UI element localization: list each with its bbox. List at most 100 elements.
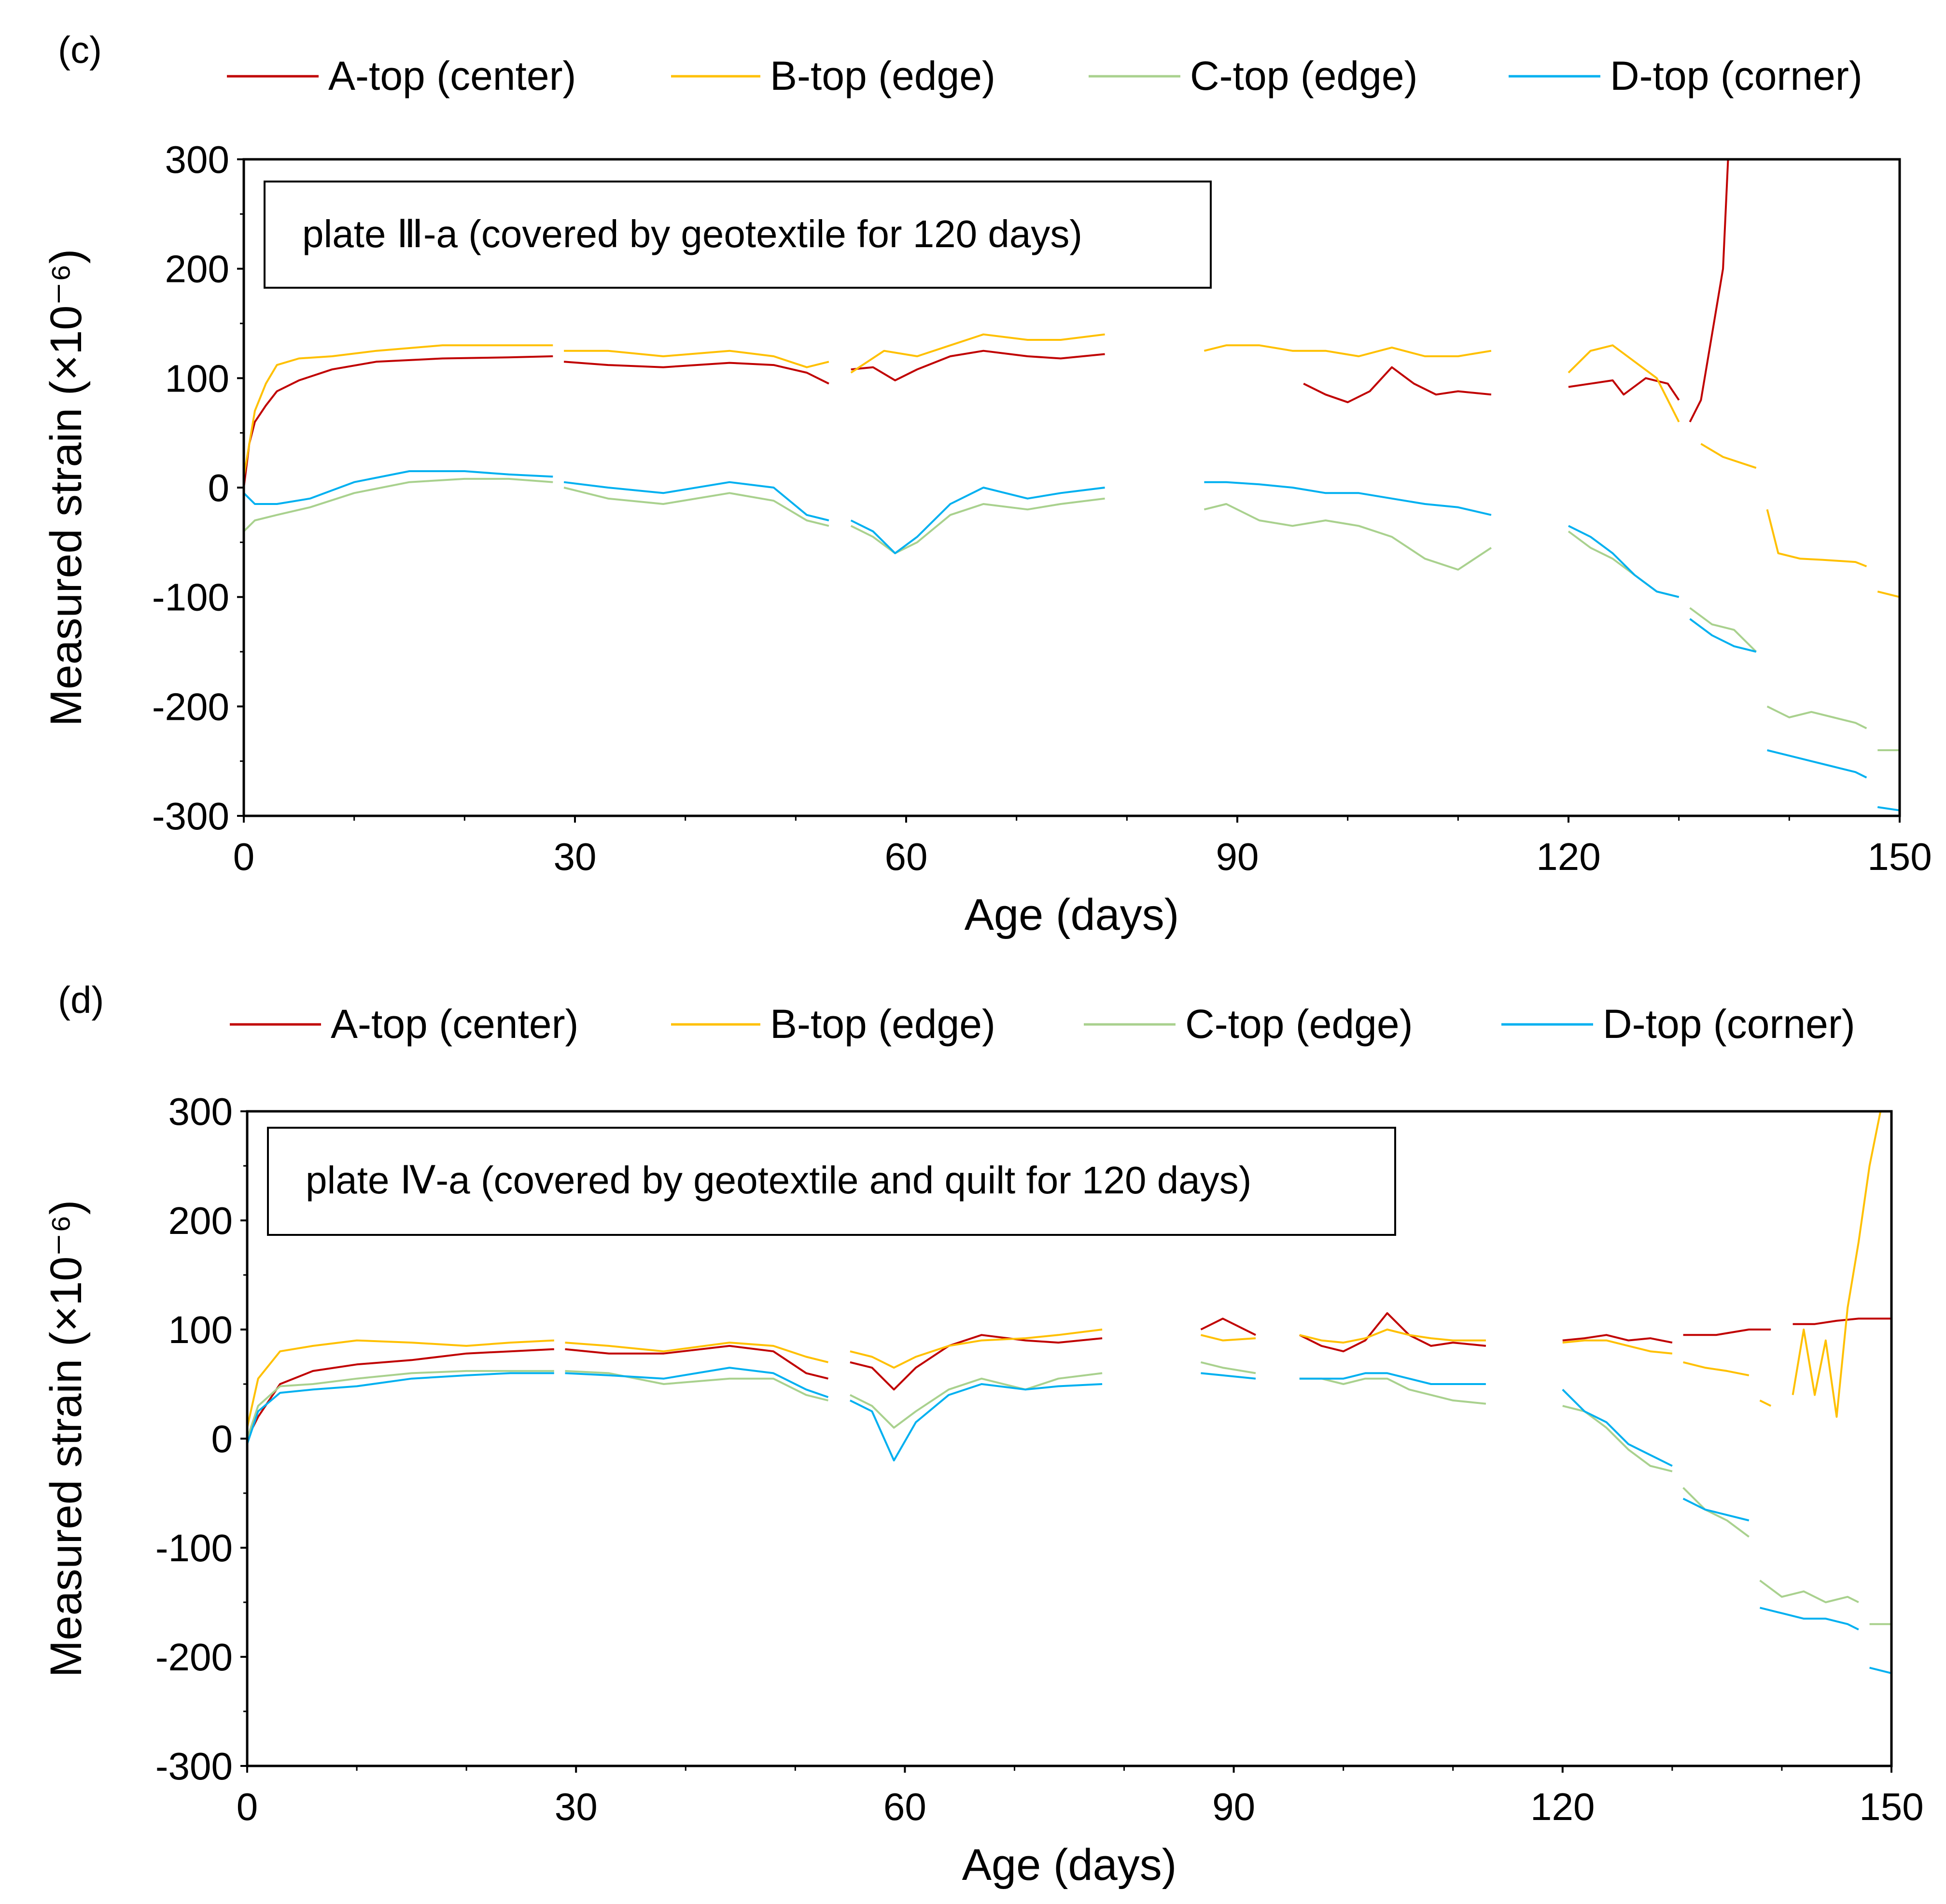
series-line — [1792, 1111, 1891, 1418]
x-tick-label: 60 — [883, 1785, 926, 1828]
series-line — [247, 1372, 554, 1444]
annotation-text: plate Ⅳ-a (covered by geotextile and qui… — [306, 1159, 1251, 1202]
series-line — [1682, 1487, 1750, 1538]
series-line — [1700, 443, 1757, 469]
legend-label: B-top (edge) — [770, 1001, 995, 1047]
series-lines — [247, 1111, 1891, 1674]
series-line — [1568, 377, 1680, 401]
panel-d: (d) A-top (center) B-top (edge) C-top (edge… — [42, 979, 1924, 1890]
series-line — [1869, 1666, 1891, 1674]
series-line — [244, 477, 553, 532]
series-line — [1689, 159, 1729, 422]
series-line — [565, 1342, 828, 1363]
series-line — [1299, 1312, 1486, 1353]
series-line — [1877, 590, 1900, 598]
series-line — [1204, 503, 1492, 571]
series-line — [850, 497, 1105, 554]
y-tick-label: 300 — [165, 138, 229, 181]
x-tick-label: 90 — [1216, 835, 1259, 878]
series-line — [565, 1367, 829, 1398]
series-line — [1204, 344, 1492, 357]
y-tick-label: 0 — [208, 466, 230, 509]
y-tick-label: 0 — [211, 1417, 233, 1460]
x-tick-label: 120 — [1530, 1785, 1595, 1828]
annotation-box — [264, 181, 1212, 289]
x-tick-label: 0 — [233, 835, 255, 878]
series-line — [1299, 1377, 1486, 1405]
y-tick-label: -300 — [155, 1745, 233, 1788]
legend-label: A-top (center) — [331, 1001, 579, 1047]
series-line — [1759, 1400, 1772, 1407]
series-line — [851, 350, 1105, 381]
y-tick-label: 200 — [165, 248, 229, 291]
x-tick-label: 30 — [554, 835, 597, 878]
x-axis-title: Age (days) — [965, 890, 1179, 939]
series-line — [1200, 1317, 1256, 1336]
legend-label: D-top (corner) — [1610, 53, 1862, 98]
y-axis-title: Measured strain (×10⁻⁶) — [42, 249, 91, 727]
series-line — [247, 1370, 554, 1439]
y-tick-label: -200 — [155, 1636, 233, 1679]
legend-label: C-top (edge) — [1185, 1001, 1413, 1047]
x-tick-label: 0 — [237, 1785, 258, 1828]
series-line — [1683, 1329, 1771, 1336]
series-line — [1299, 1372, 1486, 1385]
series-line — [563, 487, 829, 527]
legend-label: B-top (edge) — [770, 53, 995, 98]
series-line — [1201, 1372, 1256, 1380]
y-tick-label: 200 — [168, 1199, 233, 1242]
series-line — [850, 1383, 1103, 1462]
series-line — [1877, 806, 1900, 812]
series-line — [1562, 1334, 1673, 1344]
x-axis-title: Age (days) — [962, 1840, 1177, 1890]
panel-label: (c) — [58, 28, 102, 71]
series-line — [565, 1344, 828, 1380]
y-tick-label: 300 — [168, 1090, 233, 1133]
series-line — [1767, 749, 1867, 779]
series-line — [1760, 1607, 1859, 1631]
series-line — [244, 344, 553, 477]
annotation-box — [267, 1127, 1396, 1236]
x-tick-label: 120 — [1536, 835, 1600, 878]
series-line — [1683, 1361, 1750, 1376]
x-tick-label: 60 — [885, 835, 928, 878]
x-tick-label: 30 — [555, 1785, 598, 1828]
series-line — [1568, 344, 1680, 422]
x-tick-label: 150 — [1859, 1785, 1923, 1828]
series-lines — [244, 159, 1900, 812]
series-line — [1689, 607, 1757, 653]
series-line — [244, 355, 553, 488]
series-line — [1562, 1339, 1673, 1355]
series-line — [564, 350, 829, 368]
series-line — [1766, 705, 1867, 729]
y-tick-label: -100 — [152, 576, 229, 619]
x-tick-label: 150 — [1867, 835, 1932, 878]
series-line — [1201, 1334, 1256, 1342]
series-line — [850, 487, 1105, 554]
x-tick-label: 90 — [1212, 1785, 1255, 1828]
series-line — [244, 470, 553, 505]
legend-label: A-top (center) — [328, 53, 576, 98]
series-line — [850, 1372, 1103, 1429]
annotation-text: plate Ⅲ-a (covered by geotextile for 120… — [302, 212, 1082, 255]
series-line — [563, 361, 829, 385]
series-line — [1299, 1329, 1486, 1344]
legend-label: D-top (corner) — [1603, 1001, 1855, 1047]
series-line — [247, 1348, 554, 1439]
series-line — [565, 1370, 828, 1401]
y-tick-label: -300 — [152, 795, 229, 838]
series-line — [1562, 1405, 1673, 1472]
y-axis-title: Measured strain (×10⁻⁶) — [42, 1200, 91, 1678]
series-line — [1568, 525, 1680, 598]
series-line — [563, 481, 829, 521]
series-line — [247, 1339, 554, 1428]
y-tick-label: 100 — [168, 1308, 233, 1351]
legend-label: C-top (edge) — [1190, 53, 1418, 98]
panel-c: (c) A-top (center) B-top (edge) C-top (edge… — [42, 28, 1932, 939]
series-line — [1682, 1498, 1750, 1522]
series-line — [850, 1329, 1103, 1369]
series-line — [850, 333, 1105, 374]
panel-label: (d) — [58, 979, 104, 1021]
series-line — [1204, 481, 1492, 516]
